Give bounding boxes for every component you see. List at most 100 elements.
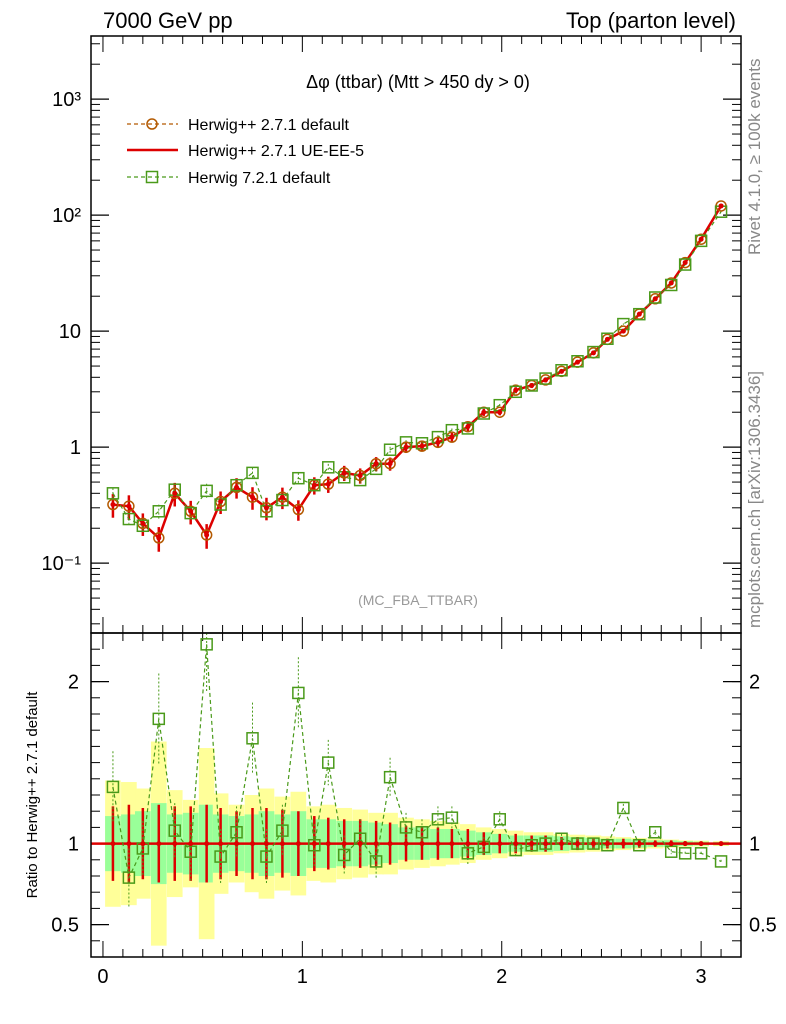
ratio-reference-marker	[295, 841, 301, 847]
ratio-reference-marker	[204, 841, 210, 847]
herwig721-marker	[230, 478, 243, 492]
herwig271-default-marker	[200, 529, 213, 541]
ratio-herwig721-marker	[493, 813, 506, 826]
ratio-reference-marker	[140, 841, 146, 847]
herwig271-ueee5-marker	[604, 336, 610, 342]
ratio-herwig721-marker	[168, 824, 181, 837]
herwig721-marker	[678, 258, 692, 271]
ratio-reference-marker	[387, 841, 393, 847]
ratio-herwig721-marker	[617, 801, 630, 815]
herwig271-default-marker	[292, 503, 305, 516]
herwig721-line	[112, 211, 722, 527]
ratio-herwig721-marker	[601, 838, 614, 852]
ratio-panel-bands	[105, 741, 729, 946]
ratio-herwig721-line	[112, 644, 722, 880]
herwig271-ueee5-marker	[140, 520, 146, 526]
ratio-y-tick-label-right: 2	[749, 672, 760, 694]
herwig271-ueee5-marker	[497, 409, 503, 415]
herwig271-ueee5-marker	[126, 503, 132, 509]
ratio-reference-marker	[682, 841, 688, 847]
ratio-reference-marker	[110, 841, 116, 847]
ratio-y-tick-label-right: 1	[749, 834, 760, 856]
herwig271-ueee5-line	[112, 205, 723, 541]
chart-title: Δφ (ttbar) (Mtt > 450 dy > 0)	[306, 72, 530, 92]
legend-label: Herwig 7.2.1 default	[188, 170, 331, 187]
ratio-panel-frame	[90, 632, 742, 958]
herwig271-ueee5-marker	[250, 494, 256, 500]
ratio-herwig721-marker	[122, 871, 136, 884]
ratio-reference-marker	[234, 841, 240, 847]
ratio-y-tick-label-left: 1	[68, 834, 79, 856]
ratio-reference-marker	[156, 841, 162, 847]
energy-label: 7000 GeV pp	[103, 8, 233, 33]
ratio-herwig721-marker	[308, 838, 321, 852]
herwig721-marker	[571, 355, 584, 368]
herwig721-marker	[633, 307, 646, 321]
ratio-axis-label: Ratio to Herwig++ 2.7.1 default	[24, 691, 41, 899]
herwig721-marker	[415, 437, 429, 450]
herwig271-ueee5-marker	[234, 484, 240, 490]
ratio-herwig721-marker	[415, 826, 429, 839]
herwig721-marker	[276, 493, 289, 507]
herwig271-ueee5-marker	[652, 296, 658, 302]
ratio-herwig721-marker	[246, 732, 259, 745]
herwig271-ueee5-marker	[559, 368, 565, 374]
herwig721-marker	[649, 291, 662, 304]
ratio-herwig721-marker	[276, 824, 289, 837]
analysis-label: (MC_FBA_TTBAR)	[358, 592, 478, 608]
herwig271-ueee5-marker	[403, 444, 409, 450]
ratio-herwig721-marker	[200, 638, 213, 651]
ratio-reference-marker	[419, 841, 425, 847]
herwig271-default-marker	[123, 500, 135, 512]
ratio-herwig721-marker	[152, 712, 166, 726]
herwig721-marker	[601, 332, 614, 345]
legend-marker	[146, 118, 158, 130]
legend-marker	[145, 170, 159, 184]
ratio-reference-marker	[718, 841, 724, 847]
herwig271-default-marker	[617, 325, 630, 337]
ratio-reference-marker	[513, 841, 519, 847]
herwig271-ueee5-marker	[387, 461, 393, 467]
ratio-herwig721-marker	[694, 847, 708, 860]
herwig271-ueee5-marker	[341, 470, 347, 476]
herwig721-marker	[525, 379, 538, 392]
ratio-reference-marker	[481, 841, 487, 847]
ratio-y-tick-label-left: 2	[68, 672, 79, 694]
x-tick-label: 2	[496, 966, 507, 988]
x-tick-label: 1	[297, 966, 308, 988]
herwig271-ueee5-marker	[204, 532, 210, 538]
herwig721-marker	[246, 466, 259, 480]
herwig721-marker	[322, 461, 335, 474]
ratio-reference-marker	[575, 841, 581, 847]
y-tick-label: 1	[70, 437, 81, 459]
herwig271-default-line	[112, 205, 722, 539]
ratio-herwig721-marker	[106, 780, 120, 794]
herwig271-ueee5-marker	[449, 434, 455, 440]
herwig271-default-marker	[246, 491, 259, 503]
herwig721-marker	[587, 345, 600, 359]
ratio-reference-marker	[188, 841, 194, 847]
rivet-version-label: Rivet 4.1.0, ≥ 100k events	[745, 59, 764, 255]
herwig721-marker	[383, 443, 397, 456]
herwig721-marker	[694, 234, 708, 248]
ratio-reference-marker	[218, 841, 224, 847]
ratio-herwig721-marker	[184, 845, 197, 858]
herwig271-ueee5-marker	[311, 482, 317, 488]
herwig721-marker	[106, 487, 120, 500]
legend-label: Herwig++ 2.7.1 UE-EE-5	[188, 143, 364, 160]
herwig721-marker	[292, 471, 305, 485]
ratio-reference-marker	[543, 841, 549, 847]
herwig271-ueee5-marker	[357, 472, 363, 478]
ratio-panel: 0.5 0.5 1 1 2 2 0 1 2 3 Ratio to Herwig++ 2.7.1 d…	[24, 632, 777, 988]
ratio-reference-marker	[590, 841, 596, 847]
ratio-reference-marker	[311, 841, 317, 847]
herwig721-marker	[184, 506, 197, 520]
ratio-herwig721-marker	[525, 838, 538, 852]
y-tick-label: 10²	[52, 205, 81, 227]
ratio-reference-marker	[435, 841, 441, 847]
ratio-y-tick-label-left: 0.5	[51, 915, 79, 937]
ratio-herwig721-marker	[431, 813, 445, 826]
ratio-reference-marker	[559, 841, 565, 847]
herwig721-marker	[539, 372, 552, 385]
